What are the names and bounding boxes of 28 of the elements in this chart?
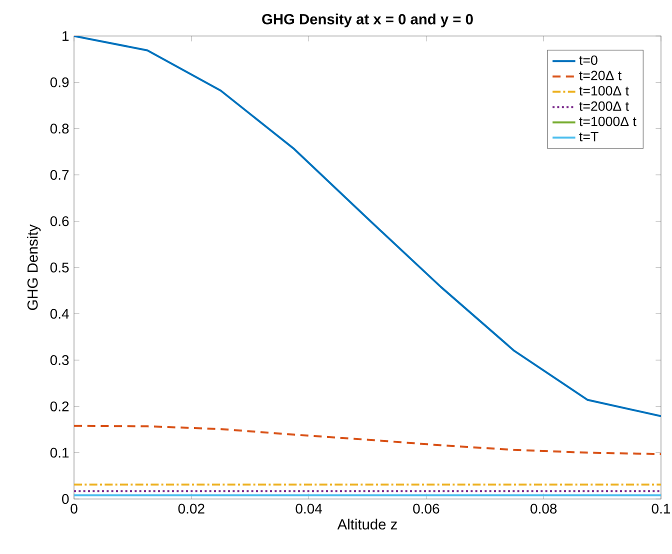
y-tick-label: 0.1 xyxy=(50,448,69,458)
line-series xyxy=(74,424,661,456)
y-tick-label: 0.9 xyxy=(50,77,69,88)
line-series xyxy=(74,36,661,418)
legend-label: t=T xyxy=(579,132,598,142)
y-tick-label: 0.2 xyxy=(50,401,69,412)
legend-label: t=200Δ t xyxy=(579,101,629,111)
x-tick-label: 0.02 xyxy=(178,504,204,514)
y-tick-label: 0.4 xyxy=(50,308,69,319)
y-tick-label: 0.8 xyxy=(50,124,69,134)
x-tick-label: 0.1 xyxy=(652,504,670,514)
y-tick-label: 0.3 xyxy=(50,355,69,366)
x-tick-label: 0.06 xyxy=(413,504,440,514)
y-tick-label: 1 xyxy=(62,31,69,41)
legend-label: t=100Δ t xyxy=(579,86,629,96)
y-tick-label: 0.7 xyxy=(50,170,69,180)
legend-label: t=20Δ t xyxy=(579,70,622,80)
chart-title: GHG Density at x = 0 and y = 0 xyxy=(262,14,473,28)
x-tick-label: 0.08 xyxy=(530,504,557,514)
x-axis-title: Altitude z xyxy=(337,518,397,530)
x-tick-label: 0 xyxy=(70,504,78,514)
legend-label: t=1000Δ t xyxy=(579,116,636,126)
y-axis-title: GHG Density xyxy=(27,224,41,310)
legend-label: t=0 xyxy=(579,55,598,65)
y-tick-label: 0.6 xyxy=(50,216,69,226)
x-tick-label: 0.04 xyxy=(296,504,322,514)
y-tick-label: 0 xyxy=(62,494,69,504)
y-tick-label: 0.5 xyxy=(50,262,69,272)
